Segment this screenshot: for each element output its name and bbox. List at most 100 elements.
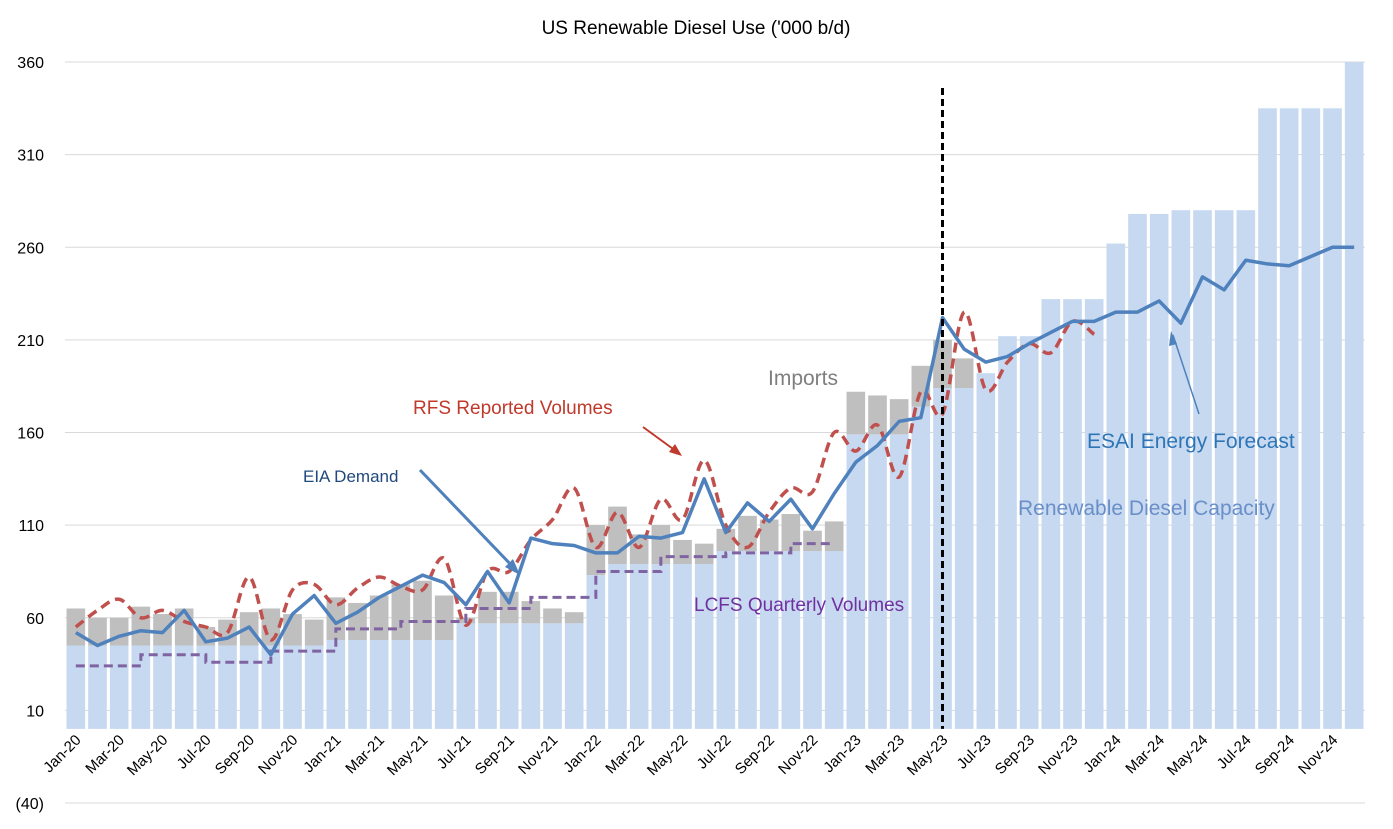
x-tick-label: Sep-22 [732,732,778,778]
capacity-bar [803,551,822,729]
capacity-bar [911,406,931,729]
capacity-bar [218,645,237,729]
capacity-bar [564,623,584,729]
rfs-label: RFS Reported Volumes [413,398,613,419]
imports-bar [109,617,129,646]
capacity-bar [434,639,454,729]
imports-bar [716,528,736,552]
annotations: Imports RFS Reported Volumes EIA Demand … [303,331,1295,616]
capacity-bar [1214,210,1234,729]
capacity-bar [998,336,1017,729]
x-tick-label: Sep-23 [992,732,1038,778]
capacity-bar [673,564,692,729]
imports-bar [759,519,779,552]
imports-bar [781,514,801,552]
esai-arrowhead [1169,331,1177,346]
x-tick-label: Jan-23 [820,732,864,776]
x-tick-label: Jul-24 [1214,732,1255,773]
imports-bar [564,612,584,624]
capacity-bar [759,551,779,729]
x-tick-label: May-24 [1164,732,1211,779]
imports-bar [824,521,844,552]
y-tick-label: (40) [16,796,44,813]
capacity-bar [1106,243,1126,729]
capacity-bar [1193,210,1212,729]
imports-bar [543,608,562,624]
esai-arrow [1172,334,1200,415]
imports-bar [413,580,432,640]
imports-bar [174,608,194,646]
capacity-bar [196,645,216,729]
y-axis-ticks: 360 310 260 210 160 110 60 10 (40) [16,55,45,813]
capacity-bar [1063,299,1082,729]
imports-bar [673,539,692,565]
capacity-bar [868,434,887,729]
imports-bar [434,595,454,640]
imports-bar [88,617,107,646]
capacity-bar [824,551,844,729]
x-tick-label: Jul-21 [434,732,475,773]
capacity-bar [1344,62,1364,729]
capacity-bar [153,645,172,729]
imports-bar [694,543,714,565]
capacity-bar [109,645,129,729]
capacity-bar [239,645,259,729]
x-tick-label: Nov-24 [1295,732,1341,778]
rfs-line [74,310,1096,642]
x-tick-label: Sep-20 [212,732,258,778]
gridlines [65,61,1365,804]
bars [66,62,1364,729]
capacity-bar [889,434,909,729]
imports-bar [651,525,671,565]
x-tick-label: Jan-24 [1080,732,1124,776]
x-tick-label: Jul-22 [694,732,735,773]
y-tick-label: 110 [18,518,44,535]
capacity-bar [413,639,432,729]
y-tick-label: 10 [26,703,44,720]
capacity-bar [781,551,801,729]
capacity-bar [1041,299,1061,729]
eia-arrow [418,468,518,572]
y-tick-label: 210 [17,333,44,350]
lcfs-label: LCFS Quarterly Volumes [694,595,904,616]
capacity-bar [651,564,671,729]
rfs-arrowhead [669,444,682,456]
capacity-bar [738,551,757,729]
capacity-bar [1258,108,1277,729]
capacity-bar [586,575,606,729]
capacity-bar [456,623,476,729]
x-tick-label: Mar-22 [602,732,648,778]
capacity-bar [1301,108,1321,729]
capacity-bar [174,645,194,729]
imports-bar [153,614,172,646]
capacity-bar [391,639,411,729]
eia-label: EIA Demand [303,467,398,486]
capacity-bar [1323,108,1342,729]
y-tick-label: 60 [26,611,44,628]
capacity-bar [1279,108,1299,729]
capacity-bar [954,388,974,729]
capacity-bar [1128,213,1147,729]
x-tick-label: Nov-21 [515,732,561,778]
imports-label: Imports [768,367,838,390]
x-tick-label: Nov-22 [775,732,821,778]
capacity-bar [694,564,714,729]
x-tick-label: Nov-23 [1035,732,1081,778]
x-tick-label: Jan-22 [560,732,604,776]
imports-bar [521,601,541,624]
lines [74,88,1355,729]
x-tick-label: May-23 [904,732,951,779]
x-tick-label: Nov-20 [255,732,301,778]
capacity-bar [499,623,519,729]
chart-title: US Renewable Diesel Use ('000 b/d) [542,18,851,39]
imports-bar [846,391,866,435]
capacity-bar [88,645,107,729]
capacity-bar [543,623,562,729]
x-tick-label: Sep-21 [472,732,518,778]
capacity-bar [846,434,866,729]
imports-bar [304,619,324,646]
capacity-bar [608,564,627,729]
